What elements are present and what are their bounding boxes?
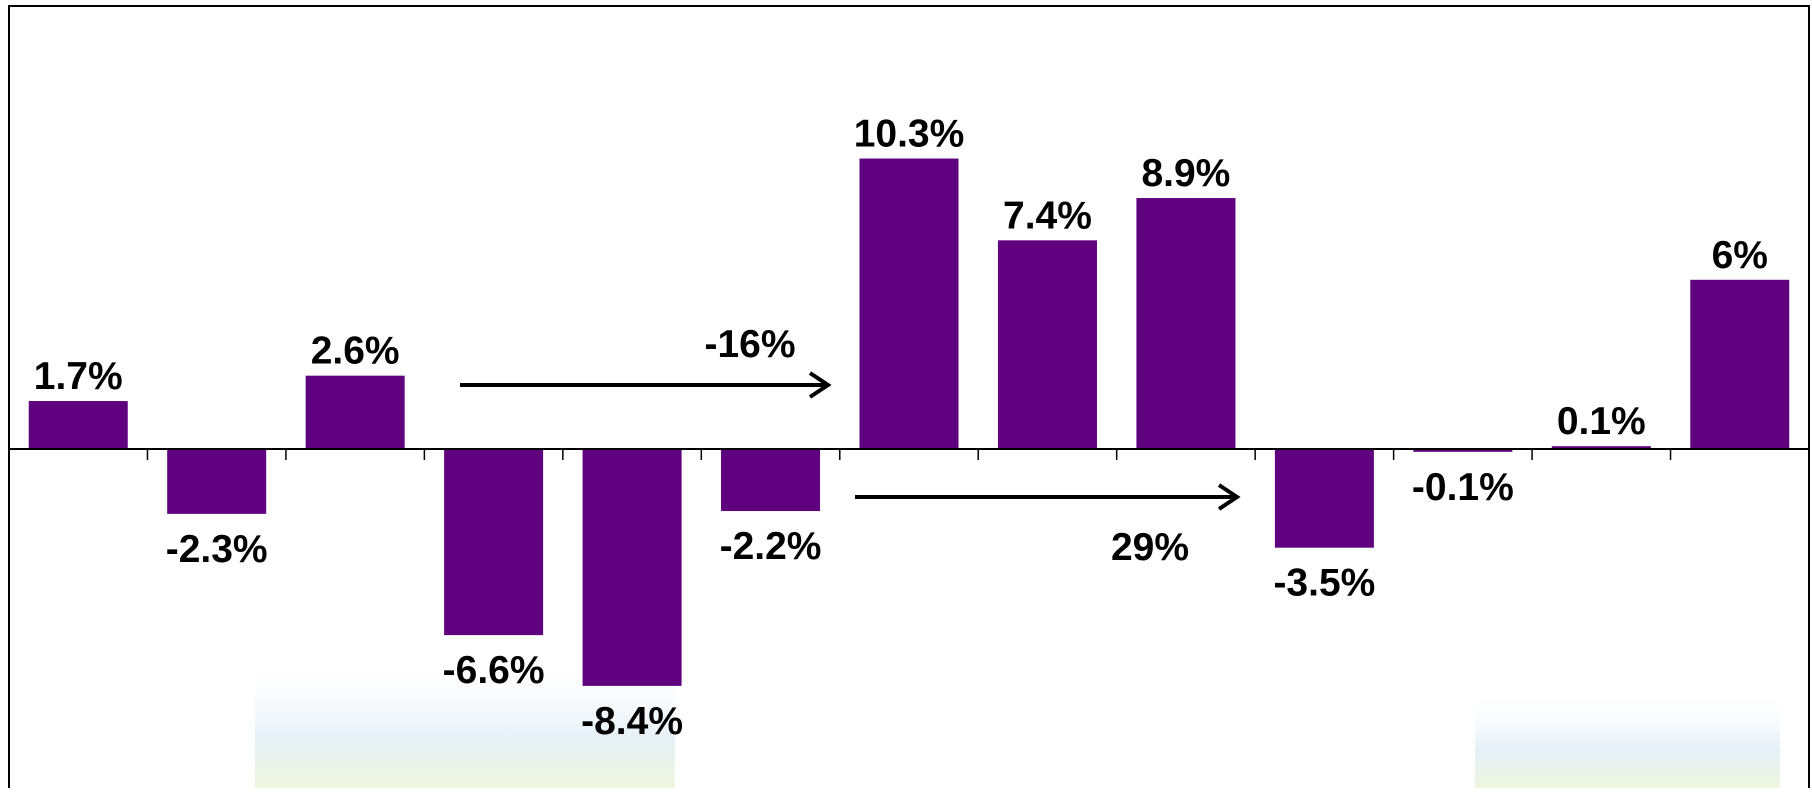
data-label: -3.5% <box>1273 562 1375 605</box>
data-labels: 1.7% -2.3% 2.6% -6.6% -8.4% -2.2% 10.3% 7.4% 8.9… <box>34 113 1768 743</box>
bar <box>721 449 821 512</box>
annotations: -16% 29% <box>460 323 1241 569</box>
data-label: -2.3% <box>166 528 268 571</box>
bar <box>305 375 405 449</box>
data-label: 2.6% <box>311 330 400 373</box>
data-label: 7.4% <box>1003 194 1092 237</box>
bar <box>1551 446 1651 449</box>
data-label: -8.4% <box>581 700 683 743</box>
annotation-label: 29% <box>1111 526 1189 569</box>
data-label: 0.1% <box>1557 400 1646 443</box>
data-label: 6% <box>1712 234 1768 277</box>
annotation-label: -16% <box>704 323 795 366</box>
bar <box>1136 198 1236 449</box>
data-label: 10.3% <box>854 113 965 156</box>
x-axis-ticks <box>146 449 1672 460</box>
bar <box>1690 279 1790 449</box>
data-label: -0.1% <box>1412 466 1514 509</box>
bar <box>1413 449 1513 452</box>
bar <box>997 240 1097 449</box>
data-label: -2.2% <box>720 525 822 568</box>
bar <box>582 449 682 686</box>
data-label: 8.9% <box>1141 152 1230 195</box>
bar <box>28 401 128 449</box>
annotation-arrow: -16% <box>460 323 832 399</box>
bar <box>444 449 544 636</box>
data-label: 1.7% <box>34 355 123 398</box>
bar <box>167 449 267 514</box>
data-label: -6.6% <box>443 649 545 692</box>
bar <box>1274 449 1374 548</box>
annotation-arrow: 29% <box>855 483 1241 569</box>
plot-frame <box>8 5 1810 793</box>
background-blob <box>1475 690 1780 788</box>
bar <box>859 158 959 450</box>
bars <box>28 158 1790 686</box>
